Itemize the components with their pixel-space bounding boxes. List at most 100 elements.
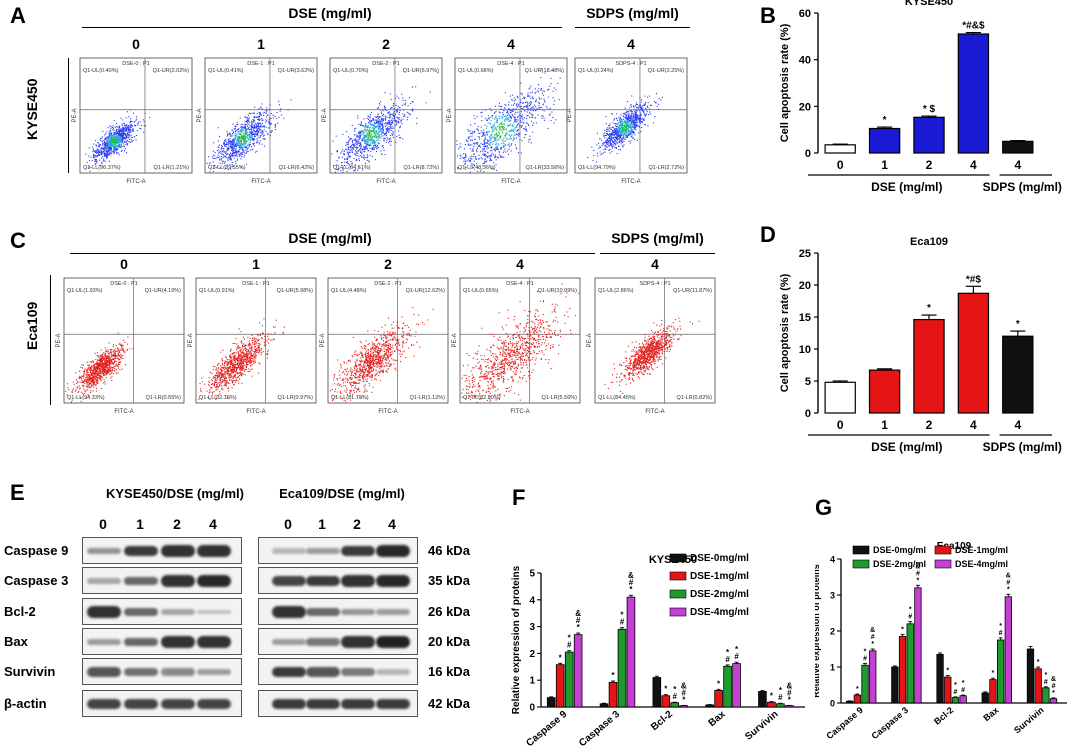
event-dot <box>629 131 631 133</box>
event-dot <box>242 146 244 148</box>
event-dot <box>359 130 361 132</box>
event-dot <box>234 152 236 154</box>
event-dot <box>68 389 70 391</box>
event-dot <box>489 123 491 125</box>
event-dot <box>382 127 384 129</box>
event-dot <box>125 130 127 132</box>
event-dot <box>378 120 380 122</box>
event-dot <box>608 127 610 129</box>
event-dot <box>106 154 108 156</box>
event-dot <box>228 147 230 149</box>
event-dot <box>119 361 121 363</box>
event-dot <box>241 137 243 139</box>
event-dot <box>520 152 522 154</box>
event-dot <box>247 125 249 127</box>
event-dot <box>509 115 511 117</box>
event-dot <box>111 361 113 363</box>
event-dot <box>609 148 611 150</box>
event-dot <box>259 126 261 128</box>
event-dot <box>544 72 546 74</box>
event-dot <box>472 150 474 152</box>
event-dot <box>515 108 517 110</box>
event-dot <box>234 127 236 129</box>
event-dot <box>246 131 248 133</box>
event-dot <box>206 162 208 164</box>
event-dot <box>254 106 256 108</box>
event-dot <box>496 126 498 128</box>
event-dot <box>376 140 378 142</box>
event-dot <box>253 112 255 114</box>
event-dot <box>358 141 360 143</box>
event-dot <box>94 159 96 161</box>
event-dot <box>598 147 600 149</box>
event-dot <box>513 100 515 102</box>
event-dot <box>500 156 502 158</box>
event-dot <box>636 115 638 117</box>
event-dot <box>639 104 641 106</box>
event-dot <box>486 119 488 121</box>
event-dot <box>67 383 69 385</box>
event-dot <box>471 158 473 160</box>
event-dot <box>404 99 406 101</box>
event-dot <box>254 138 256 140</box>
event-dot <box>512 130 514 132</box>
event-dot <box>624 125 626 127</box>
event-dot <box>506 119 508 121</box>
event-dot <box>342 149 344 151</box>
event-dot <box>226 143 228 145</box>
event-dot <box>609 128 611 130</box>
event-dot <box>363 135 365 137</box>
event-dot <box>615 130 617 132</box>
event-dot <box>508 148 510 150</box>
event-dot <box>647 102 649 104</box>
event-dot <box>232 135 234 137</box>
event-dot <box>487 115 489 117</box>
event-dot <box>457 168 459 170</box>
event-dot <box>375 135 377 137</box>
event-dot <box>599 138 601 140</box>
event-dot <box>390 123 392 125</box>
event-dot <box>508 124 510 126</box>
event-dot <box>245 141 247 143</box>
panel-c-row-label: Eca109 <box>24 301 40 350</box>
event-dot <box>112 137 114 139</box>
event-dot <box>614 128 616 130</box>
event-dot <box>631 128 633 130</box>
event-dot <box>100 364 102 366</box>
event-dot <box>130 139 132 141</box>
event-dot <box>111 137 113 139</box>
event-dot <box>97 373 99 375</box>
event-dot <box>602 143 604 145</box>
event-dot <box>362 139 364 141</box>
event-dot <box>232 141 234 143</box>
event-dot <box>506 117 508 119</box>
event-dot <box>379 136 381 138</box>
event-dot <box>108 357 110 359</box>
event-dot <box>628 125 630 127</box>
event-dot <box>526 122 528 124</box>
event-dot <box>404 104 406 106</box>
event-dot <box>369 131 371 133</box>
event-dot <box>502 141 504 143</box>
event-dot <box>251 131 253 133</box>
event-dot <box>251 137 253 139</box>
event-dot <box>630 136 632 138</box>
event-dot <box>627 114 629 116</box>
event-dot <box>484 136 486 138</box>
event-dot <box>360 134 362 136</box>
event-dot <box>135 119 137 121</box>
event-dot <box>618 134 620 136</box>
quadrant-lr: Q1-LR(8.72%) <box>404 165 440 171</box>
event-dot <box>549 113 551 115</box>
event-dot <box>523 117 525 119</box>
event-dot <box>536 109 538 111</box>
event-dot <box>612 134 614 136</box>
event-dot <box>257 118 259 120</box>
event-dot <box>625 129 627 131</box>
event-dot <box>494 149 496 151</box>
event-dot <box>110 356 112 358</box>
event-dot <box>136 134 138 136</box>
panel-a-dse-header: DSE (mg/ml) <box>288 5 372 21</box>
event-dot <box>490 126 492 128</box>
event-dot <box>407 116 409 118</box>
